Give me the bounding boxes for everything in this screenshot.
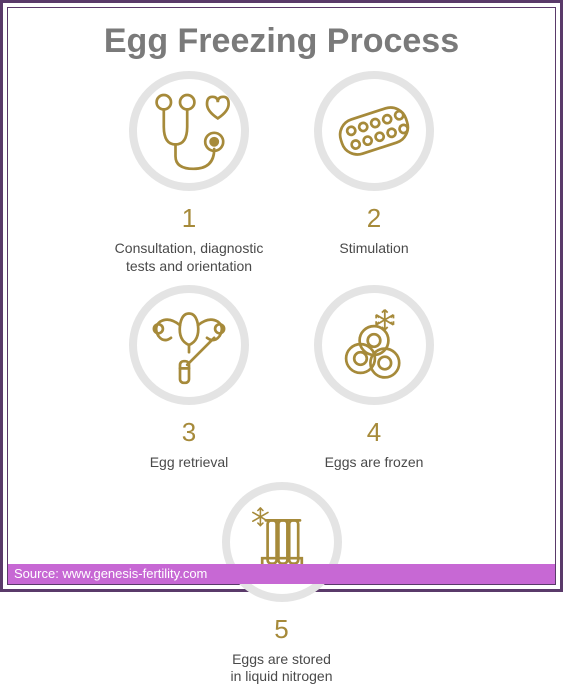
step-1: 1 Consultation, diagnostic tests and ori…: [112, 71, 267, 275]
uterus-needle-icon: [144, 300, 234, 390]
step-3-number: 3: [182, 417, 196, 448]
step-2-label: Stimulation: [339, 240, 408, 258]
stethoscope-heart-icon: [144, 86, 234, 176]
step-5-label: Eggs are stored in liquid nitrogen: [231, 651, 333, 686]
infographic-container: Egg Freezing Process 1 Consu: [7, 7, 556, 585]
step-5-number: 5: [274, 614, 288, 645]
step-4-circle: [314, 285, 434, 405]
step-2-circle: [314, 71, 434, 191]
step-2-number: 2: [367, 203, 381, 234]
step-4-number: 4: [367, 417, 381, 448]
steps-grid: 1 Consultation, diagnostic tests and ori…: [8, 71, 555, 686]
step-1-number: 1: [182, 203, 196, 234]
step-3: 3 Egg retrieval: [112, 285, 267, 472]
step-4-label: Eggs are frozen: [325, 454, 424, 472]
step-4: 4 Eggs are frozen: [297, 285, 452, 472]
step-3-label: Egg retrieval: [150, 454, 229, 472]
page-title: Egg Freezing Process: [8, 8, 555, 71]
step-2: 2 Stimulation: [297, 71, 452, 275]
step-3-circle: [129, 285, 249, 405]
source-bar: Source: www.genesis-fertility.com: [8, 564, 555, 584]
pill-pack-icon: [329, 86, 419, 176]
eggs-snowflake-icon: [329, 300, 419, 390]
step-1-circle: [129, 71, 249, 191]
step-1-label: Consultation, diagnostic tests and orien…: [115, 240, 264, 275]
